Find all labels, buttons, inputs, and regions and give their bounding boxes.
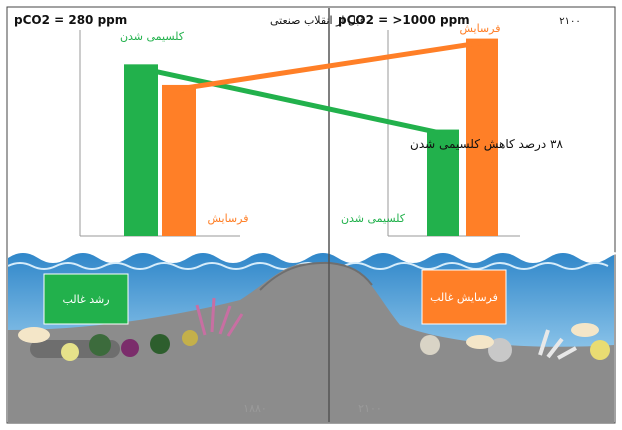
degraded-reef	[420, 323, 610, 362]
calcification-trend-line	[138, 65, 446, 137]
left-year-label: ۱۸۸۰	[243, 402, 267, 415]
erosion-bar-left	[162, 84, 196, 236]
calcification-decrease-annotation: ۳۸ درصد کاهش کلسیمی شدن	[410, 137, 563, 152]
left-erosion-label: فرسایش	[208, 212, 249, 225]
dominant-erosion-box	[421, 269, 507, 325]
fish	[571, 323, 599, 337]
branching-coral	[195, 297, 244, 337]
coral	[182, 330, 198, 346]
wave-line	[7, 262, 609, 270]
bleached-coral	[538, 329, 577, 360]
seabed-rock	[8, 262, 614, 423]
coral	[61, 343, 79, 361]
wave-crests	[8, 252, 622, 263]
coral	[89, 334, 111, 356]
healthy-reef	[18, 297, 244, 361]
right-year-top-label: ۲۱۰۰	[559, 16, 580, 27]
coral	[150, 334, 170, 354]
calcification-bar-right	[427, 129, 459, 236]
dead-coral	[420, 335, 440, 355]
left-calcification-label: کلسیمی شدن	[120, 30, 185, 43]
dominant-growth-box	[43, 273, 129, 325]
coral	[121, 339, 139, 357]
dominant-erosion-label: فرسایش غالب	[430, 291, 498, 304]
erosion-bar-right	[466, 38, 498, 237]
right-pco2-label: pCO2 = >1000 ppm	[338, 13, 470, 27]
left-pco2-label: pCO2 = 280 ppm	[14, 13, 127, 27]
erosion-trend-line	[176, 40, 485, 92]
fish	[18, 327, 50, 343]
right-erosion-label: فرسایش	[460, 22, 501, 35]
pre-industrial-label: قبل از انقلاب صنعتی	[270, 14, 365, 27]
fish	[466, 335, 494, 349]
seascape	[7, 252, 622, 423]
right-year-label: ۲۱۰۰	[358, 402, 382, 415]
coral	[590, 340, 610, 360]
rock-outline	[259, 261, 373, 291]
dead-coral	[488, 338, 512, 362]
calcification-erosion-chart	[79, 30, 520, 237]
dominant-growth-label: رشد غالب	[62, 293, 109, 306]
calcification-bar-left	[124, 64, 158, 236]
right-calcification-label: کلسیمی شدن	[341, 212, 406, 225]
